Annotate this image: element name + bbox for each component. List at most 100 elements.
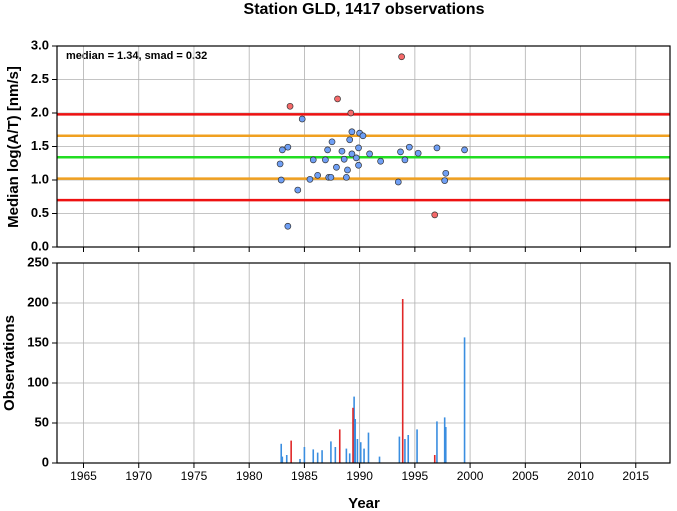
bar [407,435,410,463]
y-tick-label: 100 [27,374,49,389]
point [338,147,346,155]
point [431,211,439,219]
bar [354,419,357,463]
bar [367,432,370,463]
x-tick-label: 1980 [236,469,263,483]
bar [290,440,292,463]
x-tick-label: 2000 [457,469,484,483]
point [294,186,302,194]
point [398,53,405,61]
point [344,166,351,174]
bar [404,439,406,463]
point [327,173,335,181]
bar [316,452,319,463]
bar [338,429,341,463]
x-tick-label: 1975 [181,469,208,483]
point [333,163,340,171]
point [284,222,292,230]
bar [443,417,446,463]
point [394,178,402,186]
y-tick-label: 200 [27,294,49,309]
bar [444,427,447,463]
point [343,173,350,181]
y-tick-label: 0 [42,454,49,469]
point [401,156,409,164]
point [377,157,384,165]
bar [353,396,355,463]
point [442,169,450,177]
x-tick-label: 1990 [346,469,373,483]
bar [363,448,365,463]
point [433,144,441,152]
y-axis-label: Median log(A/T) [nm/s] [5,66,22,228]
y-tick-label: 50 [35,414,49,429]
point [324,146,331,154]
bar [334,447,337,463]
point [352,154,360,162]
point [355,144,362,152]
point [366,150,373,158]
y-tick-label: 150 [27,334,49,349]
point [405,143,413,151]
point [397,148,404,156]
bar [356,439,359,463]
bar [352,407,354,463]
point [276,160,284,168]
bar [330,441,332,463]
y-tick-label: 0.5 [31,205,49,220]
point [441,177,449,185]
bar [303,447,306,463]
point [414,149,422,157]
point [284,143,292,151]
y-tick-label: 3.0 [31,37,49,52]
bar [463,337,466,463]
point [355,161,362,169]
bar [280,443,283,463]
y-tick-label: 0.0 [31,238,49,253]
point [328,138,336,146]
point [461,146,468,154]
point [322,156,329,164]
x-tick-label: 2005 [512,469,539,483]
bar [321,450,323,463]
bar [281,456,284,463]
bar [345,448,348,463]
plot-frame [56,45,671,248]
point [277,176,285,184]
bar [312,449,315,463]
y-tick-label: 2.5 [31,71,49,86]
point [348,150,356,158]
x-tick-label: 1985 [291,469,318,483]
bar [359,442,362,463]
point [314,171,322,179]
y-tick-label: 250 [27,254,49,269]
bar [378,456,381,463]
point [348,128,356,136]
bar [416,429,418,463]
point [359,132,367,140]
y-tick-label: 2.0 [31,104,49,119]
y-tick-label: 1.0 [31,171,49,186]
bar [299,459,301,463]
bar [348,453,351,463]
x-tick-label: 2010 [567,469,594,483]
bar [401,299,404,463]
point [346,136,354,144]
bar [436,421,438,463]
x-tick-label: 1970 [125,469,152,483]
annotation: median = 1.34, smad = 0.32 [66,50,207,62]
bar [433,455,436,463]
point [306,175,314,183]
y-axis-label: Observations [1,315,18,411]
point [334,95,341,103]
x-tick-label: 1965 [70,469,97,483]
plot-frame [56,262,671,464]
y-tick-label: 1.5 [31,138,49,153]
chart-title: Station GLD, 1417 observations [244,1,485,18]
point [298,115,306,123]
x-tick-label: 2015 [622,469,649,483]
bar [285,455,288,463]
bar [398,436,401,463]
x-tick-label: 1995 [402,469,429,483]
